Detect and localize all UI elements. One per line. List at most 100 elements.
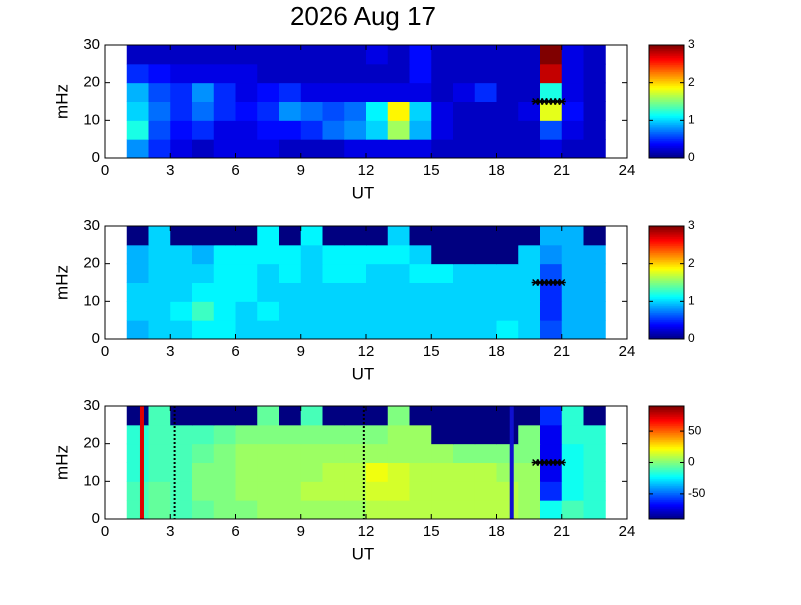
heatmap-cell xyxy=(496,443,519,463)
heatmap-cell xyxy=(192,282,215,302)
heatmap-cell xyxy=(322,82,345,102)
heatmap-cell xyxy=(257,301,280,321)
x-tick-label: 21 xyxy=(553,523,570,540)
heatmap-cell xyxy=(300,282,323,302)
colorbar-swatch xyxy=(649,152,684,155)
heatmap-cell xyxy=(583,101,606,121)
heatmap-cell xyxy=(213,63,236,84)
heatmap-cell xyxy=(322,500,345,520)
colorbar-swatch xyxy=(649,478,684,481)
heatmap-cell xyxy=(387,282,410,302)
heatmap-cell xyxy=(474,320,497,340)
heatmap-cell xyxy=(453,226,476,246)
heatmap-cell xyxy=(300,139,323,159)
colorbar-tick-label: 0 xyxy=(688,150,695,164)
colorbar-swatch xyxy=(649,261,684,264)
heatmap-cell xyxy=(409,226,432,246)
colorbar-swatch xyxy=(649,133,684,136)
heatmap-cell xyxy=(474,263,497,283)
x-axis-label: UT xyxy=(352,544,375,563)
heatmap-cell xyxy=(257,45,280,65)
colorbar-swatch xyxy=(649,143,684,147)
heatmap-cell xyxy=(474,82,497,102)
heatmap-cell xyxy=(583,481,606,501)
y-tick-label: 30 xyxy=(83,397,100,414)
colorbar-swatch xyxy=(649,467,684,471)
heatmap-cell xyxy=(387,63,410,84)
heatmap-cell xyxy=(126,282,149,302)
heatmap-cell xyxy=(344,45,367,65)
colorbar-swatch xyxy=(649,231,684,234)
colorbar-swatch xyxy=(649,492,684,495)
heatmap-cell xyxy=(192,263,215,283)
heatmap-cell xyxy=(431,226,454,246)
heatmap-cell xyxy=(257,320,280,340)
heatmap-cell xyxy=(387,500,410,520)
colorbar-swatch xyxy=(649,257,684,261)
heatmap-cell xyxy=(148,226,171,246)
heatmap-cell xyxy=(518,443,541,463)
heatmap-cell xyxy=(387,301,410,321)
heatmap-cell xyxy=(366,101,389,121)
heatmap-cell xyxy=(192,443,215,463)
y-tick-label: 20 xyxy=(83,74,100,91)
colorbar-swatch xyxy=(649,78,684,81)
heatmap-cell xyxy=(300,263,323,283)
heatmap-cell xyxy=(496,101,519,121)
colorbar-swatch xyxy=(649,448,684,451)
colorbar-swatch xyxy=(649,92,684,95)
heatmap-cell xyxy=(235,406,258,426)
heatmap-cell xyxy=(257,481,280,501)
heatmap-cell xyxy=(583,244,606,265)
heatmap-cell xyxy=(344,481,367,501)
heatmap-cell xyxy=(279,63,302,84)
heatmap-cell xyxy=(431,120,454,140)
x-axis-label: UT xyxy=(352,364,375,383)
heatmap-cell xyxy=(213,45,236,65)
heatmap-cell xyxy=(322,226,345,246)
heatmap-cell xyxy=(409,101,432,121)
y-tick-label: 30 xyxy=(83,217,100,234)
colorbar-swatch xyxy=(649,335,684,338)
heatmap-cell xyxy=(148,424,171,445)
heatmap-cell xyxy=(366,120,389,140)
heatmap-cell xyxy=(279,443,302,463)
colorbar-swatch xyxy=(649,474,684,478)
colorbar-swatch xyxy=(649,136,684,140)
heatmap-cell xyxy=(518,462,541,482)
heatmap-cell xyxy=(126,424,149,445)
heatmap-cell xyxy=(170,82,193,102)
heatmap-cell xyxy=(496,481,519,501)
colorbar-swatch xyxy=(649,321,684,324)
heatmap-cell xyxy=(344,120,367,140)
colorbar-swatch xyxy=(649,432,684,435)
heatmap-cell xyxy=(583,320,606,340)
colorbar-swatch xyxy=(649,94,684,97)
y-tick-label: 0 xyxy=(92,510,100,527)
colorbar-swatch xyxy=(649,150,684,154)
heatmap-cell xyxy=(213,301,236,321)
heatmap-cell xyxy=(126,63,149,84)
colorbar-swatch xyxy=(649,496,684,499)
heatmap-cell xyxy=(540,101,563,121)
colorbar-swatch xyxy=(649,138,684,141)
x-tick-label: 24 xyxy=(619,343,636,360)
colorbar-swatch xyxy=(649,411,684,414)
colorbar-swatch xyxy=(649,250,684,253)
heatmap-cell xyxy=(561,82,584,102)
heatmap-cell xyxy=(518,320,541,340)
heatmap-cell xyxy=(322,63,345,84)
heatmap-cell xyxy=(561,63,584,84)
heatmap-cell xyxy=(409,500,432,520)
heatmap-cell xyxy=(496,82,519,102)
colorbar-swatch xyxy=(649,487,684,490)
y-tick-label: 20 xyxy=(83,435,100,452)
heatmap-cell xyxy=(474,282,497,302)
colorbar-swatch xyxy=(649,238,684,241)
heatmap-cell xyxy=(300,226,323,246)
heatmap-cell xyxy=(366,226,389,246)
heatmap-cell xyxy=(170,481,193,501)
colorbar-swatch xyxy=(649,120,684,124)
heatmap-cell xyxy=(453,462,476,482)
heatmap-cell xyxy=(409,424,432,445)
